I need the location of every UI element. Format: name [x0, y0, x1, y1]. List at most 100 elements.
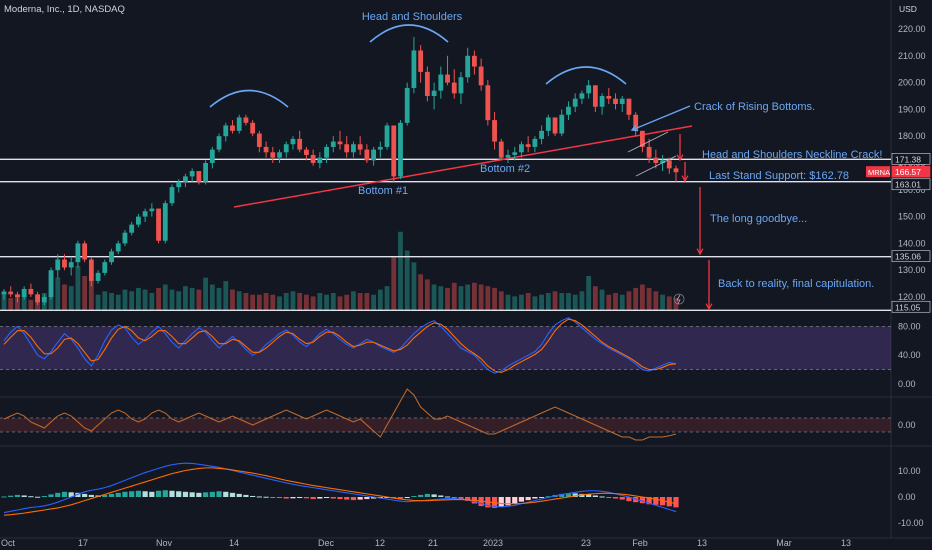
macd-histogram-bar — [182, 491, 189, 497]
channel-line — [627, 131, 669, 153]
candle-body — [431, 90, 437, 96]
volume-bar — [465, 284, 471, 310]
candle-body — [640, 130, 645, 147]
macd-histogram-bar — [572, 493, 578, 497]
volume-bar — [290, 291, 296, 310]
macd-histogram-bar — [196, 492, 202, 497]
candle-body — [270, 152, 276, 158]
macd-histogram-bar — [209, 491, 215, 497]
macd-histogram-bar — [14, 494, 21, 497]
macd-histogram-bar — [88, 494, 94, 497]
macd-histogram-bar — [438, 495, 444, 497]
candle-body — [472, 55, 477, 67]
candle-body — [592, 85, 598, 107]
volume-bar — [223, 281, 229, 310]
candle-body — [660, 160, 665, 163]
candle-body — [209, 149, 215, 163]
candle-body — [290, 138, 296, 145]
price-tag-135-bg — [891, 250, 931, 262]
volume-bar — [243, 293, 249, 310]
price-tag-115: 115.05 — [895, 302, 921, 312]
macd-histogram-bar — [82, 493, 88, 497]
volume-bar — [377, 289, 383, 310]
candle-body — [216, 136, 222, 150]
time-tick-label: 13 — [841, 538, 851, 548]
macd-histogram-bar — [512, 497, 518, 504]
macd-histogram-bar — [35, 496, 41, 498]
volume-bar — [451, 282, 457, 310]
volume-bar — [236, 291, 242, 310]
candle-body — [492, 120, 497, 142]
volume-bar — [344, 294, 350, 310]
time-tick-label: Oct — [1, 538, 16, 548]
candle-body — [243, 117, 249, 123]
volume-bar — [149, 293, 155, 310]
volume-bar — [270, 294, 276, 310]
volume-bar — [592, 286, 598, 310]
candle-body — [263, 146, 269, 153]
macd-histogram-bar — [599, 496, 605, 498]
volume-bar — [424, 279, 430, 310]
lightning-icon-bolt[interactable] — [676, 294, 681, 305]
lightning-icon-circle[interactable] — [673, 293, 685, 305]
volume-bar — [613, 293, 618, 310]
time-tick-label: 2023 — [483, 538, 503, 548]
volume-bar — [458, 286, 464, 310]
volume-bar — [472, 282, 477, 310]
macd-histogram-bar — [337, 497, 343, 500]
volume-bar — [492, 287, 497, 310]
candle-body — [196, 171, 202, 182]
macd-histogram-bar — [102, 494, 108, 497]
candle-body — [377, 146, 383, 150]
volume-bar — [552, 291, 558, 310]
macd-histogram-bar — [28, 496, 34, 498]
macd-histogram-bar — [404, 497, 410, 499]
lightning-icon[interactable] — [673, 293, 685, 305]
macd-histogram-bar — [303, 497, 309, 499]
macd-histogram-bar — [203, 492, 209, 497]
volume-bar — [82, 276, 88, 310]
time-tick-label: Mar — [776, 538, 792, 548]
candle-body — [324, 146, 329, 158]
macd-histogram-bar — [176, 491, 182, 497]
candle-body — [62, 259, 67, 268]
ticker-tag: MRNA — [868, 168, 890, 177]
annotation-bottom-1: Bottom #1 — [358, 185, 408, 197]
candle-body — [8, 291, 14, 295]
candle-body — [176, 181, 182, 188]
stochastic-band — [0, 326, 891, 370]
candle-body — [203, 163, 208, 182]
left-shoulder-arc — [209, 89, 289, 108]
candle-body — [512, 152, 518, 155]
volume-bar — [586, 276, 592, 310]
macd-histogram-bar — [169, 490, 175, 497]
candle-body — [250, 122, 256, 134]
volume-bar — [8, 298, 14, 310]
channel-line — [635, 155, 677, 177]
candle-body — [552, 117, 558, 134]
candle-body — [465, 55, 471, 78]
macd-histogram-bar — [619, 497, 625, 500]
candle-body — [142, 211, 148, 217]
price-tick-label: 180.00 — [898, 131, 926, 141]
macd-histogram-bar — [330, 497, 336, 499]
candle-body — [606, 96, 612, 99]
candle-body — [28, 288, 34, 295]
time-tick-label: 23 — [581, 538, 591, 548]
macd-histogram-bar — [48, 494, 54, 497]
macd-histogram-bar — [223, 491, 229, 497]
volume-bar — [88, 280, 94, 310]
volume-bar — [566, 293, 571, 310]
macd-histogram-bar — [243, 494, 249, 497]
candle-body — [445, 74, 450, 83]
macd-line — [3, 462, 677, 514]
stochastic-tick-label: 0.00 — [898, 379, 916, 389]
macd-histogram-bar — [532, 497, 538, 499]
candle-body — [566, 106, 571, 115]
candle-body — [485, 85, 491, 121]
macd-histogram-bar — [229, 492, 236, 497]
annotation-head-and-shoulders: Head and Shoulders — [362, 11, 463, 23]
candle-body — [1, 291, 7, 295]
